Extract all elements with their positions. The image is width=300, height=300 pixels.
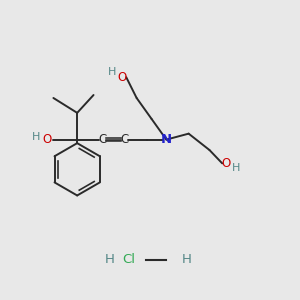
Text: O: O	[43, 133, 52, 146]
Text: N: N	[161, 133, 172, 146]
Text: H: H	[182, 254, 192, 266]
Text: C: C	[98, 133, 106, 146]
Text: O: O	[117, 71, 126, 84]
Text: O: O	[221, 157, 230, 170]
Text: H: H	[32, 132, 40, 142]
Text: H: H	[232, 163, 240, 173]
Text: H: H	[108, 67, 116, 77]
Text: C: C	[121, 133, 129, 146]
Text: Cl: Cl	[123, 254, 136, 266]
Text: H: H	[105, 254, 115, 266]
